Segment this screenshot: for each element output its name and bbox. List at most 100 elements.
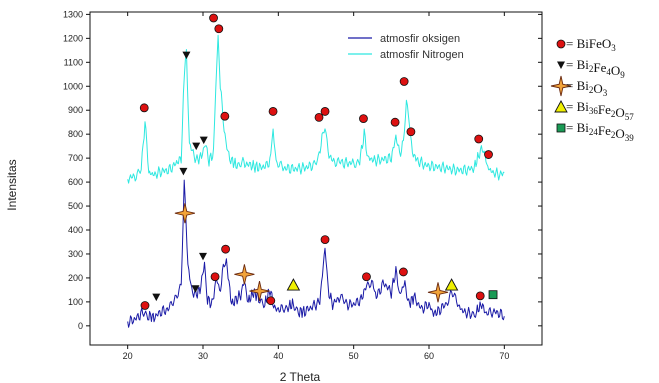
y-axis-title: Intensitas [5, 159, 19, 210]
formula-subscript: 57 [625, 112, 635, 122]
peak-marker-circle [220, 111, 230, 121]
peak-marker-star [427, 282, 449, 303]
formula-text: O [593, 81, 602, 96]
formula-text: = BiFeO [566, 36, 611, 51]
peak-marker-circle [210, 272, 220, 282]
phase-legend-label: = Bi2O3 [566, 78, 608, 98]
y-tick-label: 800 [68, 129, 83, 139]
y-tick-label: 900 [68, 105, 83, 115]
legend-label-oksigen: atmosfir oksigen [380, 33, 460, 45]
y-tick-label: 1000 [63, 81, 83, 91]
formula-subscript: 39 [625, 133, 635, 143]
phase-legend-symbol-star [550, 75, 572, 97]
formula-text: O [615, 105, 624, 120]
x-tick-label: 70 [499, 351, 509, 361]
peak-marker-circle [209, 13, 218, 23]
y-tick-label: 0 [78, 321, 83, 331]
plot-border [89, 11, 543, 346]
peak-marker-circle [268, 107, 278, 116]
peak-marker-circle [320, 107, 330, 116]
x-tick-label: 20 [123, 351, 133, 361]
x-axis-title: 2 Theta [280, 370, 321, 383]
peak-marker-triangle-down [192, 142, 201, 151]
peak-marker-circle [359, 114, 368, 124]
formula-subscript: 2 [589, 85, 594, 95]
peak-markers [139, 13, 498, 310]
peak-marker-circle [484, 150, 493, 159]
y-axis: 0 100 200 300 400 500 600 700 800 900 1000 1100 1200… [63, 9, 542, 331]
peak-marker-triangle-down [179, 167, 188, 176]
formula-subscript: 4 [606, 67, 611, 77]
y-tick-label: 700 [68, 153, 83, 163]
peak-marker-triangle-up [286, 278, 301, 291]
formula-subscript: 24 [589, 127, 599, 137]
phase-legend-item: = Bi36Fe2O57 [554, 99, 635, 122]
formula-subscript: 3 [611, 43, 616, 53]
formula-subscript: 2 [611, 109, 616, 119]
legend: atmosfir oksigen atmosfir Nitrogen [348, 33, 464, 61]
peak-marker-triangle-up [444, 278, 459, 291]
x-tick-label: 60 [424, 351, 434, 361]
peak-marker-star [174, 203, 196, 224]
formula-text: O [611, 63, 620, 78]
phase-legend-item: = Bi2O3 [550, 75, 608, 98]
peak-marker-triangle-down [199, 252, 207, 261]
formula-text: = Bi [566, 57, 589, 72]
peak-marker-triangle-down [152, 293, 161, 302]
phase-legend-label: = Bi24Fe2O39 [566, 120, 634, 143]
peak-marker-circle [399, 77, 409, 86]
y-tick-label: 100 [68, 297, 83, 307]
peak-marker-triangle-down [182, 51, 191, 60]
peak-marker-circle [266, 296, 276, 306]
y-tick-label: 1100 [64, 57, 83, 67]
formula-text: = Bi [566, 120, 589, 135]
formula-text: O [615, 126, 624, 141]
peak-marker-circle [139, 103, 149, 113]
formula-text: = Bi [566, 78, 589, 93]
y-tick-label: 200 [68, 273, 83, 283]
peak-marker-triangle-down [191, 285, 200, 293]
y-tick-label: 400 [68, 225, 83, 235]
formula-text: Fe [598, 102, 611, 117]
formula-subscript: 9 [620, 70, 625, 80]
phase-legend-symbol-triangle-up [554, 100, 568, 113]
peak-marker-circle [475, 291, 485, 301]
peak-marker-circle [140, 301, 150, 310]
peak-marker-star [234, 264, 255, 285]
peak-marker-square [488, 290, 498, 300]
plot-frame [89, 11, 543, 346]
y-tick-label: 500 [68, 201, 83, 211]
phase-legend-item: = Bi2Fe4O9 [557, 57, 625, 80]
series-line-nitrogen [127, 34, 505, 184]
formula-text: = Bi [566, 99, 589, 114]
peak-marker-circle [398, 267, 408, 277]
peak-marker-circle [320, 235, 330, 244]
formula-subscript: 2 [589, 64, 594, 74]
x-tick-label: 40 [273, 351, 283, 361]
phase-legend-symbol-triangle-down [557, 61, 565, 69]
peak-marker-triangle-down [199, 136, 208, 145]
formula-text: Fe [598, 123, 611, 138]
y-tick-label: 1300 [63, 9, 83, 19]
phase-legend-label: = BiFeO3 [566, 36, 616, 53]
legend-label-nitrogen: atmosfir Nitrogen [380, 49, 464, 61]
peak-marker-circle [314, 113, 324, 122]
peak-marker-circle [221, 244, 231, 254]
phase-legend-label: = Bi2Fe4O9 [566, 57, 625, 80]
phase-legend-symbol-circle [556, 39, 566, 49]
x-tick-label: 30 [198, 351, 208, 361]
phase-legend-symbol-square [556, 123, 566, 133]
x-axis: 20 30 40 50 60 70 [123, 12, 509, 361]
peak-marker-circle [214, 24, 224, 34]
peak-marker-circle [474, 134, 484, 144]
x-tick-label: 50 [349, 351, 359, 361]
formula-subscript: 2 [611, 130, 616, 140]
series-layer [127, 34, 505, 328]
peak-marker-star [249, 281, 270, 302]
series-line-oksigen [127, 179, 505, 328]
formula-subscript: 36 [589, 106, 599, 116]
formula-subscript: 3 [603, 88, 608, 98]
peak-marker-circle [362, 272, 371, 282]
phase-legend-item: = BiFeO3 [556, 36, 616, 53]
